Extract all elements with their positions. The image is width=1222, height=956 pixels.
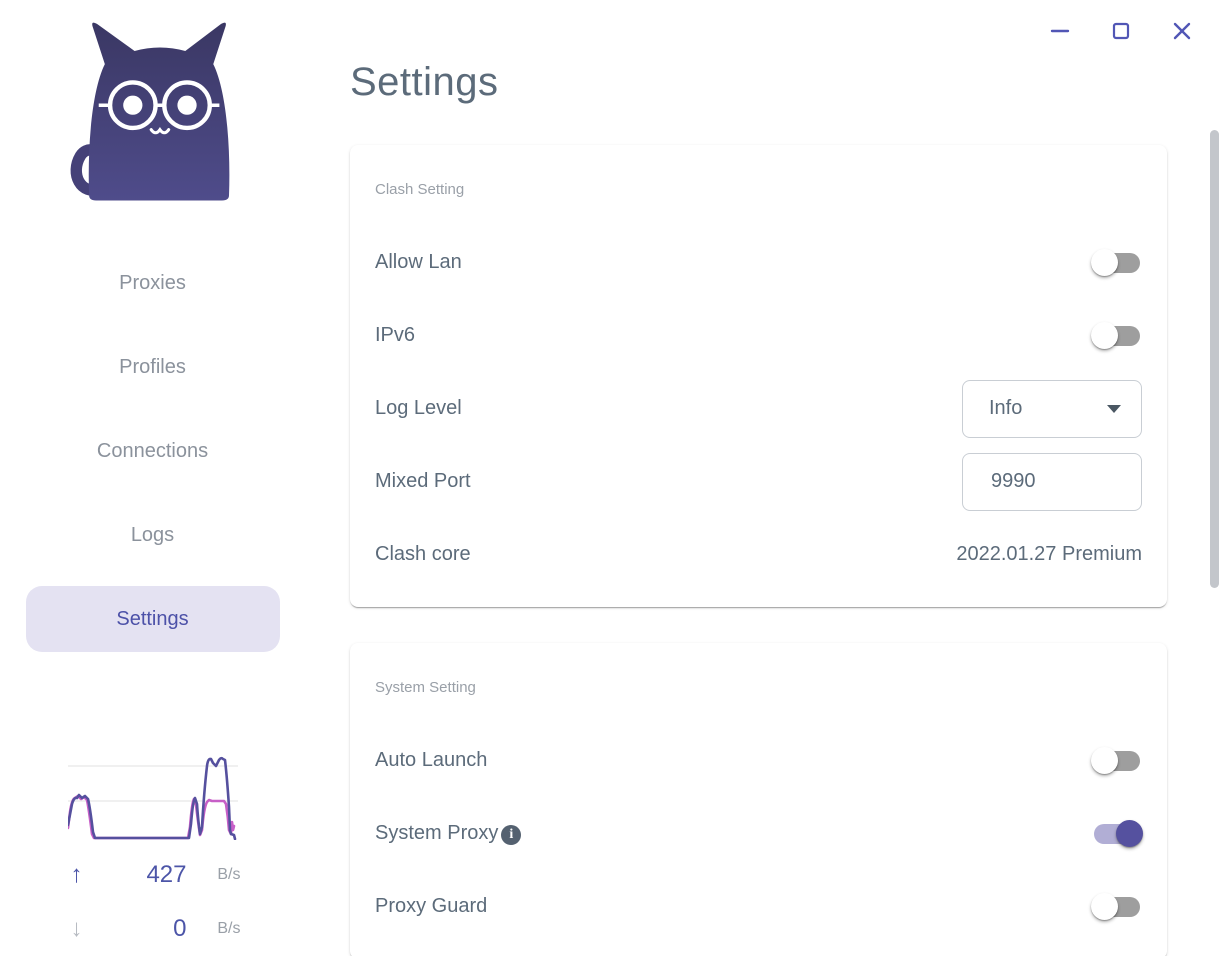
upload-value: 427 <box>146 861 187 888</box>
traffic-sparkline-chart <box>67 756 238 840</box>
setting-row-proxy-guard: Proxy Guard <box>375 870 1142 943</box>
sidebar-item-settings[interactable]: Settings <box>25 586 280 652</box>
download-stat-row: ↓ 0 B/s <box>65 902 241 956</box>
download-value: 0 <box>173 915 187 942</box>
main-content: Settings Clash Setting Allow Lan IPv6 Lo… <box>305 0 1222 956</box>
arrow-down-icon: ↓ <box>70 915 83 942</box>
system-proxy-toggle[interactable] <box>1094 820 1143 847</box>
ipv6-toggle[interactable] <box>1091 322 1140 349</box>
mixed-port-input[interactable] <box>962 452 1142 511</box>
toggle-knob <box>1091 747 1118 774</box>
download-unit: B/s <box>217 920 241 937</box>
log-level-label: Log Level <box>375 397 462 419</box>
minimize-icon <box>1050 29 1070 33</box>
auto-launch-toggle[interactable] <box>1091 747 1140 774</box>
traffic-stats: ↑ 427 B/s ↓ 0 B/s <box>65 848 241 956</box>
sidebar-item-logs[interactable]: Logs <box>130 523 175 546</box>
section-label-system-setting: System Setting <box>375 679 476 696</box>
ipv6-label: IPv6 <box>375 324 416 346</box>
system-proxy-label-text: System Proxy <box>375 822 499 844</box>
proxy-guard-toggle[interactable] <box>1091 893 1140 920</box>
toggle-knob <box>1091 893 1118 920</box>
setting-row-ipv6: IPv6 <box>375 299 1142 372</box>
log-level-selected-value: Info <box>989 397 1023 419</box>
page-title: Settings <box>350 60 499 104</box>
auto-launch-label: Auto Launch <box>375 749 488 771</box>
proxy-guard-label: Proxy Guard <box>375 895 488 917</box>
close-button[interactable] <box>1172 21 1192 41</box>
clash-core-label: Clash core <box>375 543 471 565</box>
setting-row-system-proxy: System Proxy i <box>375 797 1143 870</box>
upload-stat-row: ↑ 427 B/s <box>65 848 241 902</box>
window-controls <box>1050 21 1192 41</box>
chevron-down-icon <box>1107 404 1121 413</box>
traffic-panel: ↑ 427 B/s ↓ 0 B/s <box>65 752 241 956</box>
setting-row-auto-launch: Auto Launch <box>375 724 1142 797</box>
sidebar-item-profiles[interactable]: Profiles <box>119 355 186 378</box>
minimize-button[interactable] <box>1050 21 1070 41</box>
system-setting-card: System Setting Auto Launch System Proxy … <box>350 643 1167 956</box>
log-level-select[interactable]: Info <box>962 379 1142 438</box>
toggle-knob <box>1116 820 1143 847</box>
setting-row-mixed-port: Mixed Port <box>375 445 1142 518</box>
setting-row-log-level: Log Level Info <box>375 372 1142 445</box>
clash-cat-logo <box>70 22 230 201</box>
system-proxy-label: System Proxy i <box>375 822 522 845</box>
setting-row-clash-core: Clash core 2022.01.27 Premium <box>375 518 1142 591</box>
sidebar-item-proxies[interactable]: Proxies <box>119 271 186 294</box>
mixed-port-label: Mixed Port <box>375 470 471 492</box>
section-label-clash-setting: Clash Setting <box>375 181 465 198</box>
arrow-up-icon: ↑ <box>70 861 83 888</box>
clash-setting-card: Clash Setting Allow Lan IPv6 Log Level <box>350 145 1167 607</box>
maximize-button[interactable] <box>1111 21 1131 41</box>
close-icon <box>1173 22 1191 40</box>
sidebar: Proxies Profiles Connections Logs Settin… <box>0 0 305 956</box>
toggle-knob <box>1091 249 1118 276</box>
allow-lan-toggle[interactable] <box>1091 249 1140 276</box>
clash-core-version: 2022.01.27 Premium <box>956 543 1142 565</box>
setting-row-allow-lan: Allow Lan <box>375 226 1142 299</box>
toggle-knob <box>1091 322 1118 349</box>
sidebar-item-connections[interactable]: Connections <box>96 439 209 462</box>
upload-unit: B/s <box>217 866 241 883</box>
info-icon[interactable]: i <box>501 824 522 845</box>
vertical-scrollbar[interactable] <box>1210 130 1219 588</box>
maximize-icon <box>1112 22 1130 40</box>
allow-lan-label: Allow Lan <box>375 251 462 273</box>
sidebar-nav: Proxies Profiles Connections Logs Settin… <box>25 250 280 670</box>
